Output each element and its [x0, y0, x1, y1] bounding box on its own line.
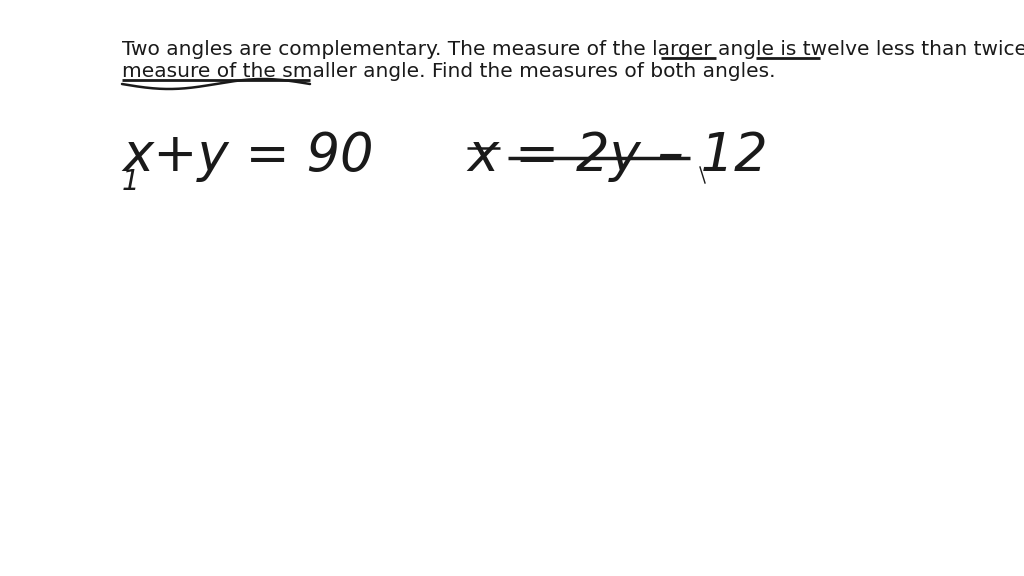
Text: 1: 1	[122, 168, 139, 196]
Text: measure of the smaller angle. Find the measures of both angles.: measure of the smaller angle. Find the m…	[122, 62, 775, 81]
Text: Two angles are complementary. The measure of the larger angle is twelve less tha: Two angles are complementary. The measur…	[122, 40, 1024, 59]
Text: x+y = 90: x+y = 90	[122, 130, 374, 182]
Text: x = 2y – 12: x = 2y – 12	[467, 130, 768, 182]
